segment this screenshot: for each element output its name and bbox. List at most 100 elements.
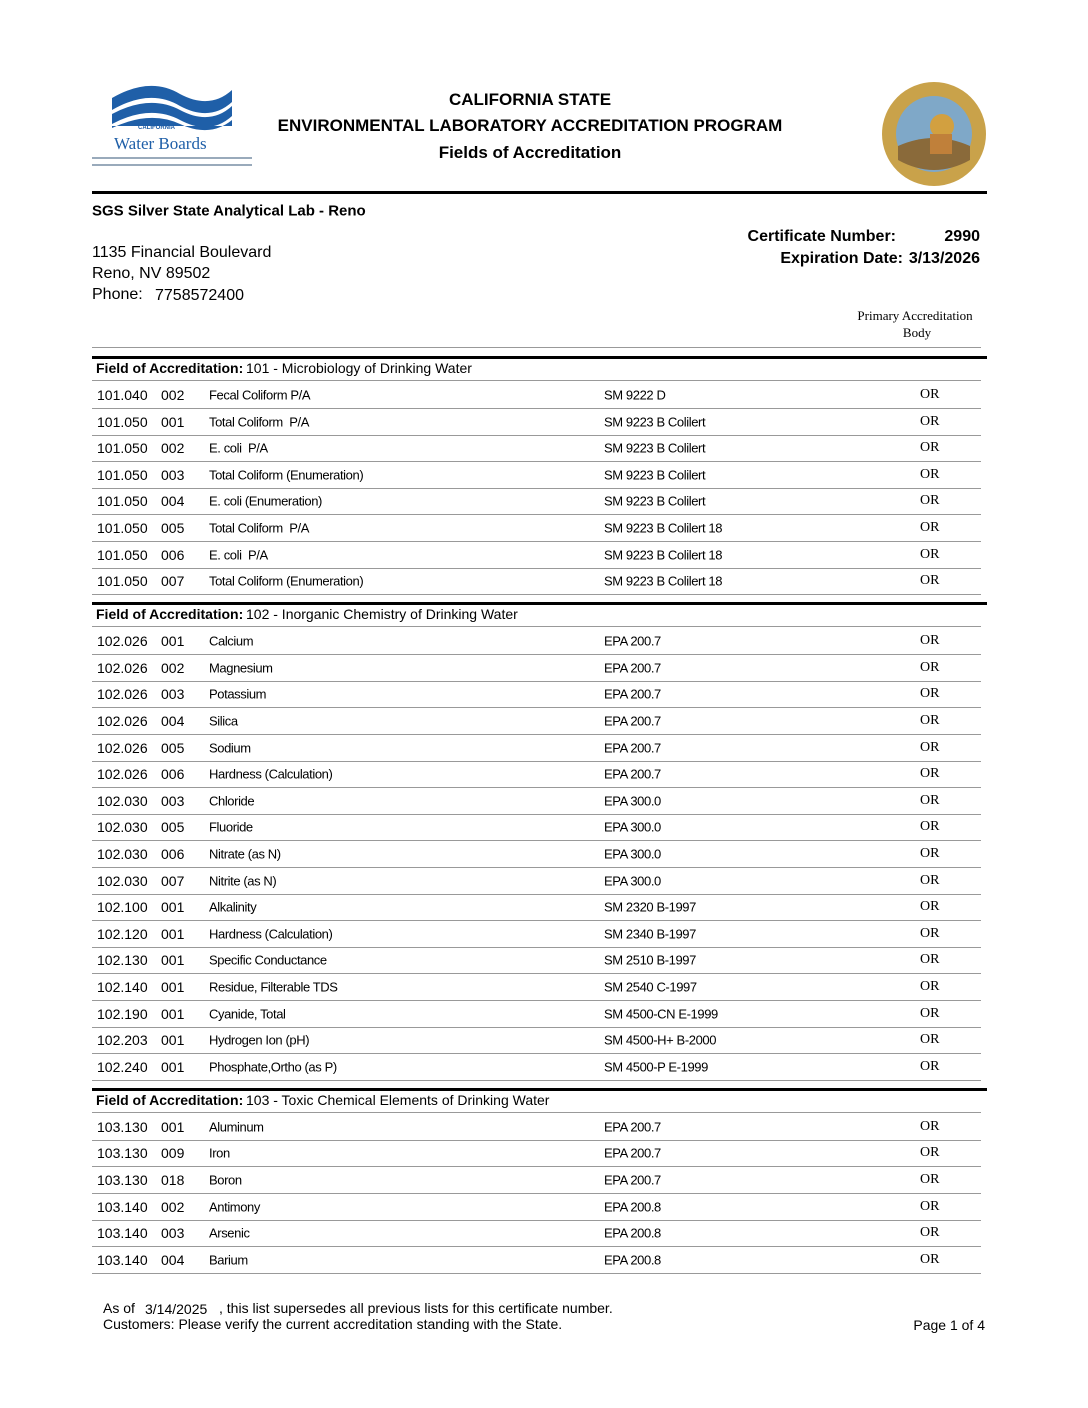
column-header: Primary Accreditation (857, 308, 973, 323)
lab-name: SGS Silver State Analytical Lab - Reno (92, 202, 366, 220)
row-rule (92, 380, 981, 381)
section-title: 103 - Toxic Chemical Elements of Drinkin… (246, 1091, 550, 1108)
accreditation-body: OR (920, 520, 940, 535)
sub-code: 001 (161, 413, 185, 430)
analyte: Total Coliform (Enumeration) (209, 573, 364, 589)
code: 102.026 (97, 766, 148, 783)
sub-code: 018 (161, 1172, 185, 1188)
row-rule (92, 1139, 981, 1141)
analyte: E. coli (Enumeration) (209, 493, 322, 509)
row-rule (92, 1053, 981, 1055)
accreditation-body: OR (920, 1005, 940, 1021)
sub-code: 003 (161, 1225, 185, 1242)
phone: 7758572400 (155, 287, 244, 304)
code: 102.190 (97, 1005, 148, 1022)
method: EPA 300.0 (604, 819, 661, 835)
row-rule (92, 680, 981, 682)
method: SM 9223 B Colilert 18 (604, 547, 723, 563)
sub-code: 001 (161, 979, 185, 995)
sub-code: 002 (161, 387, 185, 403)
code: 103.140 (97, 1198, 148, 1215)
row-rule (92, 920, 981, 922)
code: 101.050 (97, 440, 148, 457)
method: EPA 200.8 (604, 1252, 661, 1268)
method: EPA 300.0 (604, 873, 661, 889)
analyte: Boron (209, 1172, 242, 1188)
accreditation-body: OR (920, 573, 940, 589)
method: EPA 200.8 (604, 1199, 661, 1215)
sub-code: 001 (161, 952, 185, 969)
method: EPA 200.7 (604, 1172, 661, 1188)
header-line: ENVIRONMENTAL LABORATORY ACCREDITATION P… (277, 116, 783, 135)
analyte: Chloride (209, 793, 255, 809)
code: 102.026 (97, 739, 148, 756)
section-rule (92, 1087, 987, 1091)
code: 102.100 (97, 899, 148, 916)
accreditation-body: OR (920, 493, 940, 509)
method: SM 9223 B Colilert 18 (604, 573, 723, 589)
as-of-date: 3/14/2025 (145, 1301, 208, 1317)
method: EPA 200.7 (604, 740, 661, 756)
accreditation-body: OR (920, 546, 940, 562)
code: 103.130 (97, 1118, 148, 1135)
analyte: Potassium (209, 686, 267, 702)
method: SM 9223 B Colilert (604, 493, 706, 509)
section-title: 101 - Microbiology of Drinking Water (246, 360, 472, 376)
notice: Customers: Please verify the current acc… (103, 1316, 563, 1332)
method: EPA 300.0 (604, 846, 661, 862)
analyte: Hydrogen Ion (pH) (209, 1032, 310, 1048)
code: 103.130 (97, 1172, 148, 1188)
rule (92, 347, 981, 348)
row-rule (92, 514, 981, 516)
accreditation-body: OR (920, 739, 940, 755)
code: 101.050 (97, 546, 148, 563)
sub-code: 003 (161, 792, 185, 809)
accreditation-body: OR (920, 1058, 940, 1074)
method: SM 9223 B Colilert (604, 440, 706, 456)
cert-label: Certificate Number: (747, 228, 896, 245)
accreditation-body: OR (920, 819, 940, 835)
code: 103.140 (97, 1251, 148, 1268)
sub-code: 001 (161, 1118, 185, 1135)
accreditation-body: OR (920, 1172, 940, 1187)
phone-label: Phone: (92, 286, 143, 303)
accreditation-body: OR (920, 925, 940, 941)
method: SM 4500-H+ B-2000 (604, 1032, 717, 1048)
row-rule (92, 1272, 981, 1274)
sub-code: 002 (161, 440, 185, 457)
accreditation-body: OR (920, 686, 940, 702)
row-rule (92, 946, 981, 948)
code: 102.130 (97, 952, 148, 969)
row-rule (92, 434, 981, 436)
code: 102.026 (97, 659, 148, 676)
row-rule (92, 567, 981, 569)
sub-code: 005 (161, 819, 185, 836)
row-rule (92, 654, 981, 656)
accreditation-body: OR (920, 633, 940, 649)
method: SM 2320 B-1997 (604, 899, 696, 915)
code: 101.050 (97, 573, 148, 590)
sub-code: 003 (161, 466, 185, 483)
accreditation-body: OR (920, 413, 940, 429)
sub-code: 004 (161, 1251, 185, 1268)
supersedes: , this list supersedes all previous list… (219, 1300, 613, 1316)
accreditation-body: OR (920, 792, 940, 808)
row-rule (92, 1246, 981, 1248)
sub-code: 009 (161, 1145, 185, 1162)
row-rule (92, 1219, 981, 1221)
accreditation-body: OR (920, 1225, 940, 1241)
sub-code: 001 (161, 1032, 185, 1049)
code: 103.140 (97, 1225, 148, 1242)
analyte: E. coli P/A (209, 440, 268, 456)
accreditation-body: OR (920, 466, 940, 482)
cert-number: 2990 (944, 228, 980, 245)
sub-code: 001 (161, 1058, 185, 1075)
accreditation-body: OR (920, 979, 940, 994)
seal (882, 82, 986, 186)
sub-code: 006 (161, 846, 185, 862)
code: 102.030 (97, 872, 148, 889)
analyte: Silica (209, 713, 238, 729)
section-rule (92, 602, 987, 606)
method: EPA 300.0 (604, 793, 661, 809)
row-rule (92, 1111, 981, 1113)
